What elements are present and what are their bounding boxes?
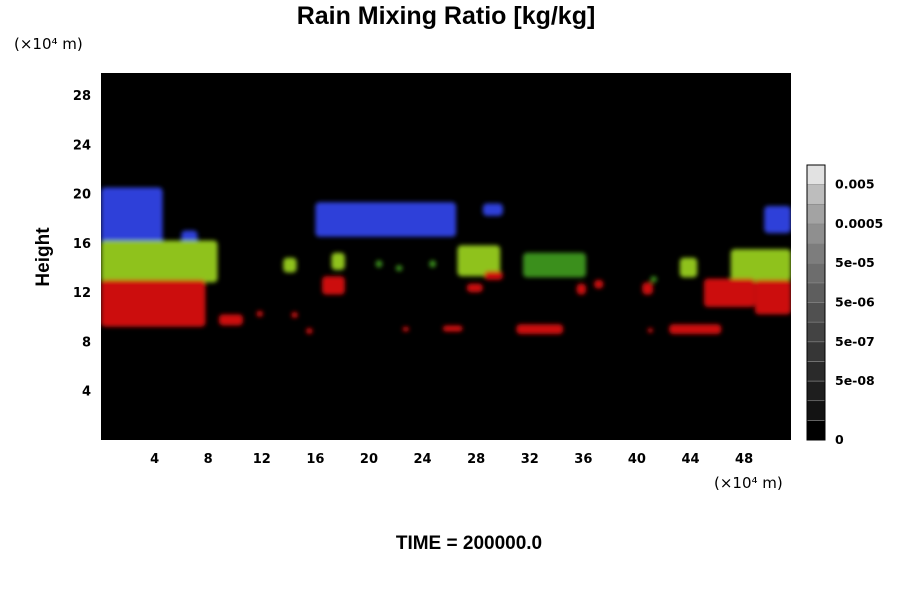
data-cell-3-16 [703,278,755,307]
x-tick-label: 8 [204,452,213,467]
x-tick-label: 16 [306,452,324,467]
data-cell-3-12 [594,279,604,289]
colorbar-frame [806,164,826,441]
data-cell-0-4 [764,206,791,234]
data-cell-3-17 [754,279,791,315]
x-tick-label: 40 [628,452,646,467]
colorbar-label: 5e-05 [835,255,875,270]
colorbar-label: 5e-08 [835,373,875,388]
colorbar-level [806,361,826,382]
data-cell-3-14 [647,327,653,333]
y-tick-label: 24 [73,138,91,153]
y-tick-label: 4 [82,385,91,400]
x-tick-label: 20 [360,452,378,467]
data-cell-1-2 [331,252,345,271]
data-cell-3-8 [466,283,483,293]
y-axis-label: Height [33,227,54,287]
x-tick-label: 36 [574,452,592,467]
data-cell-3-13 [642,282,653,295]
data-cell-0-3 [482,203,503,216]
data-cell-2-1 [395,265,403,272]
colorbar-level [806,400,826,421]
chart-title: Rain Mixing Ratio [kg/kg] [297,2,596,30]
y-tick-label: 8 [82,335,91,350]
colorbar-labels: 0.005 0.0005 5e-05 5e-06 5e-07 5e-08 0 [835,177,883,447]
colorbar-level [806,262,826,284]
data-cell-1-0 [101,240,218,283]
colorbar-level [806,243,826,264]
colorbar-level [806,341,826,362]
data-cell-3-6 [402,326,410,332]
y-tick-label: 20 [73,188,91,203]
colorbar-label: 5e-07 [835,334,875,349]
data-cell-3-4 [305,327,313,335]
y-axis-unit: (×10⁴ m) [14,35,83,53]
colorbar-label: 0.005 [835,177,875,192]
colorbar-level [806,420,826,441]
x-axis-ticks: 4 8 12 16 20 24 28 32 36 40 44 48 [150,452,753,467]
x-tick-label: 24 [414,452,432,467]
colorbar-level [806,380,826,402]
colorbar [806,164,826,441]
data-cell-1-5 [730,249,791,282]
data-cell-0-0 [101,187,163,243]
y-tick-label: 12 [73,286,91,301]
data-cells [101,187,791,335]
data-cell-3-2 [256,310,264,317]
x-tick-label: 12 [253,452,271,467]
y-tick-label: 28 [73,89,91,104]
colorbar-level [806,203,826,225]
data-cell-1-3 [457,245,501,277]
colorbar-level [806,282,826,303]
colorbar-level [806,164,826,185]
x-tick-label: 32 [521,452,539,467]
colorbar-label: 0 [835,432,844,447]
colorbar-label: 5e-06 [835,295,875,310]
data-cell-3-9 [484,271,503,280]
data-cell-3-0 [101,279,206,327]
data-cell-0-1 [181,230,198,243]
data-cell-1-1 [283,257,297,273]
colorbar-level [806,184,826,205]
data-cell-3-5 [322,276,345,295]
data-cell-1-4 [679,257,698,278]
colorbar-label: 0.0005 [835,216,883,231]
data-cell-3-11 [576,283,587,295]
time-label: TIME = 200000.0 [396,533,542,554]
data-cell-2-2 [429,260,436,268]
colorbar-level [806,223,826,244]
data-cell-0-2 [315,202,457,237]
data-cell-2-0 [375,260,383,268]
x-tick-label: 48 [735,452,753,467]
x-tick-label: 28 [467,452,485,467]
y-tick-label: 16 [73,237,91,252]
data-cell-2-3 [523,252,587,278]
x-axis-unit: (×10⁴ m) [714,474,783,492]
data-cell-3-1 [218,314,244,326]
data-cell-3-7 [442,325,463,332]
x-tick-label: 4 [150,452,159,467]
data-cell-3-3 [291,311,298,319]
data-cell-2-4 [650,276,658,283]
y-axis-ticks: 4 8 12 16 20 24 28 [73,89,91,400]
data-cell-3-10 [516,324,564,335]
data-cell-3-15 [669,324,722,335]
x-tick-label: 44 [681,452,699,467]
colorbar-level [806,302,826,323]
colorbar-level [806,321,826,343]
